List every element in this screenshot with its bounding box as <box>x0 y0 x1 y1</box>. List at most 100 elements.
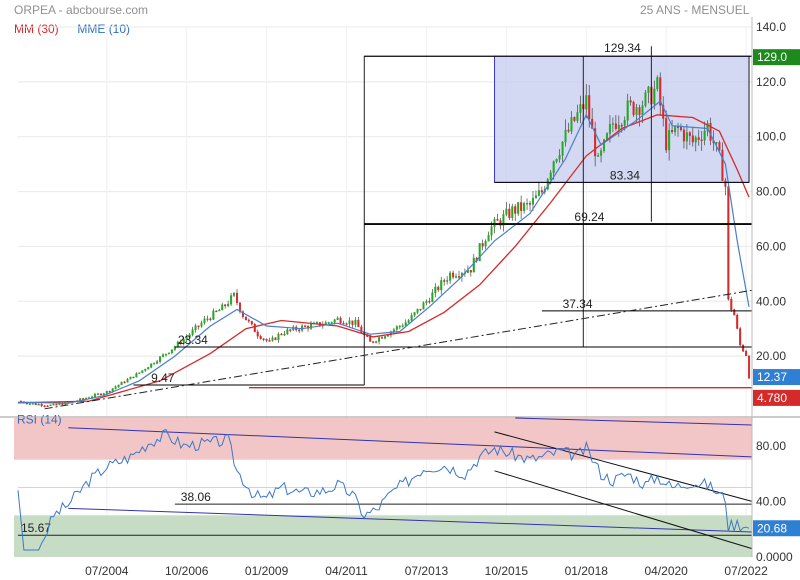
candle-up <box>58 403 61 405</box>
candle-up <box>395 326 398 330</box>
candle-up <box>404 322 407 326</box>
candle-up <box>348 320 351 325</box>
rsi-value-label: 20.68 <box>757 521 787 535</box>
candle-up <box>144 368 147 371</box>
candle-up <box>156 361 159 364</box>
candle-down <box>250 320 253 325</box>
chart-period: 25 ANS - MENSUEL <box>640 3 750 17</box>
candle-up <box>674 126 677 133</box>
candle-up <box>138 372 141 374</box>
candle-down <box>529 202 532 205</box>
annotations: 23.34 69.24 37.34 9.47 129.34 83.34 <box>44 41 753 410</box>
price-value-badge <box>753 389 800 406</box>
candle-up <box>413 312 416 316</box>
candle-down <box>739 328 742 346</box>
rsi-level-label: 15.67 <box>21 521 51 535</box>
rsi-line <box>17 428 750 551</box>
candle-down <box>742 344 745 352</box>
candle-up <box>31 403 34 405</box>
price-tick-label: 20.00 <box>756 349 786 363</box>
candle-up <box>552 161 555 173</box>
candle-down <box>573 117 576 121</box>
rsi-trendline <box>494 470 753 550</box>
price-tick-label: 140.0 <box>756 20 786 34</box>
candle-down <box>244 316 247 321</box>
candle-down <box>289 329 292 331</box>
candle-down <box>268 340 271 342</box>
candle-down <box>209 318 212 321</box>
candle-down <box>99 393 102 396</box>
candle-down <box>256 331 259 337</box>
candle-down <box>748 355 751 379</box>
candle-up <box>484 240 487 247</box>
candle-up <box>617 125 620 129</box>
candle-up <box>706 123 709 132</box>
candle-down <box>496 218 499 221</box>
candle-down <box>730 299 733 310</box>
candle-up <box>102 393 105 396</box>
candle-down <box>594 128 597 157</box>
price-value-label: 4.780 <box>757 391 787 405</box>
legend-mme10[interactable]: MME (10) <box>77 22 131 36</box>
candle-down <box>247 319 250 322</box>
candle-down <box>721 149 724 181</box>
candle-up <box>558 155 561 160</box>
candle-down <box>520 202 523 211</box>
candle-up <box>603 139 606 151</box>
candle-down <box>452 272 455 278</box>
candle-up <box>200 322 203 327</box>
candle-up <box>212 310 215 320</box>
price-tick-label: 40.00 <box>756 294 786 308</box>
candle-down <box>304 325 307 328</box>
candle-down <box>34 403 37 406</box>
candle-down <box>369 336 372 342</box>
candle-up <box>715 142 718 144</box>
candle-down <box>342 322 345 325</box>
candle-up <box>505 208 508 215</box>
candle-up <box>422 302 425 310</box>
candle-up <box>309 324 313 329</box>
x-tick-label: 07/2022 <box>724 564 768 578</box>
rsi-value-badge <box>753 520 800 537</box>
candle-up <box>608 124 611 134</box>
price-value-badge <box>753 49 800 66</box>
candle-down <box>724 180 727 187</box>
candle-up <box>96 393 99 395</box>
candle-down <box>457 276 461 278</box>
price-value-badge <box>753 369 800 386</box>
x-tick-label: 10/2015 <box>485 564 529 578</box>
rsi-title: RSI (14) <box>17 413 62 427</box>
level-label: 23.34 <box>178 333 208 347</box>
price-tick-label: 100.0 <box>756 130 786 144</box>
rsi-panel: RSI (14) 38.06 15.67 <box>14 413 753 557</box>
rsi-level-label: 38.06 <box>181 490 211 504</box>
mme10-line <box>17 100 750 404</box>
candle-up <box>644 92 647 106</box>
x-tick-label: 07/2004 <box>85 564 129 578</box>
candle-up <box>164 353 167 356</box>
candle-down <box>671 130 674 133</box>
candle-up <box>440 280 443 291</box>
candle-up <box>523 203 526 211</box>
candle-up <box>375 341 378 343</box>
price-tick-label: 80.00 <box>756 185 786 199</box>
candle-up <box>401 325 404 327</box>
analysis-boxes <box>363 55 753 225</box>
price-tick-label: 120.0 <box>756 75 786 89</box>
candle-up <box>28 403 31 405</box>
rsi-trendline <box>68 427 753 458</box>
candle-up <box>135 373 138 378</box>
candle-up <box>549 172 552 180</box>
candle-down <box>588 95 591 120</box>
x-tick-label: 07/2013 <box>405 564 449 578</box>
candle-up <box>502 214 505 226</box>
candle-down <box>629 100 632 103</box>
legend-mm30[interactable]: MM (30) <box>14 22 59 36</box>
candle-down <box>638 107 641 115</box>
candle-up <box>416 308 419 313</box>
candle-up <box>120 381 123 386</box>
candle-up <box>570 117 573 132</box>
candle-down <box>360 326 363 333</box>
candle-up <box>105 390 108 394</box>
